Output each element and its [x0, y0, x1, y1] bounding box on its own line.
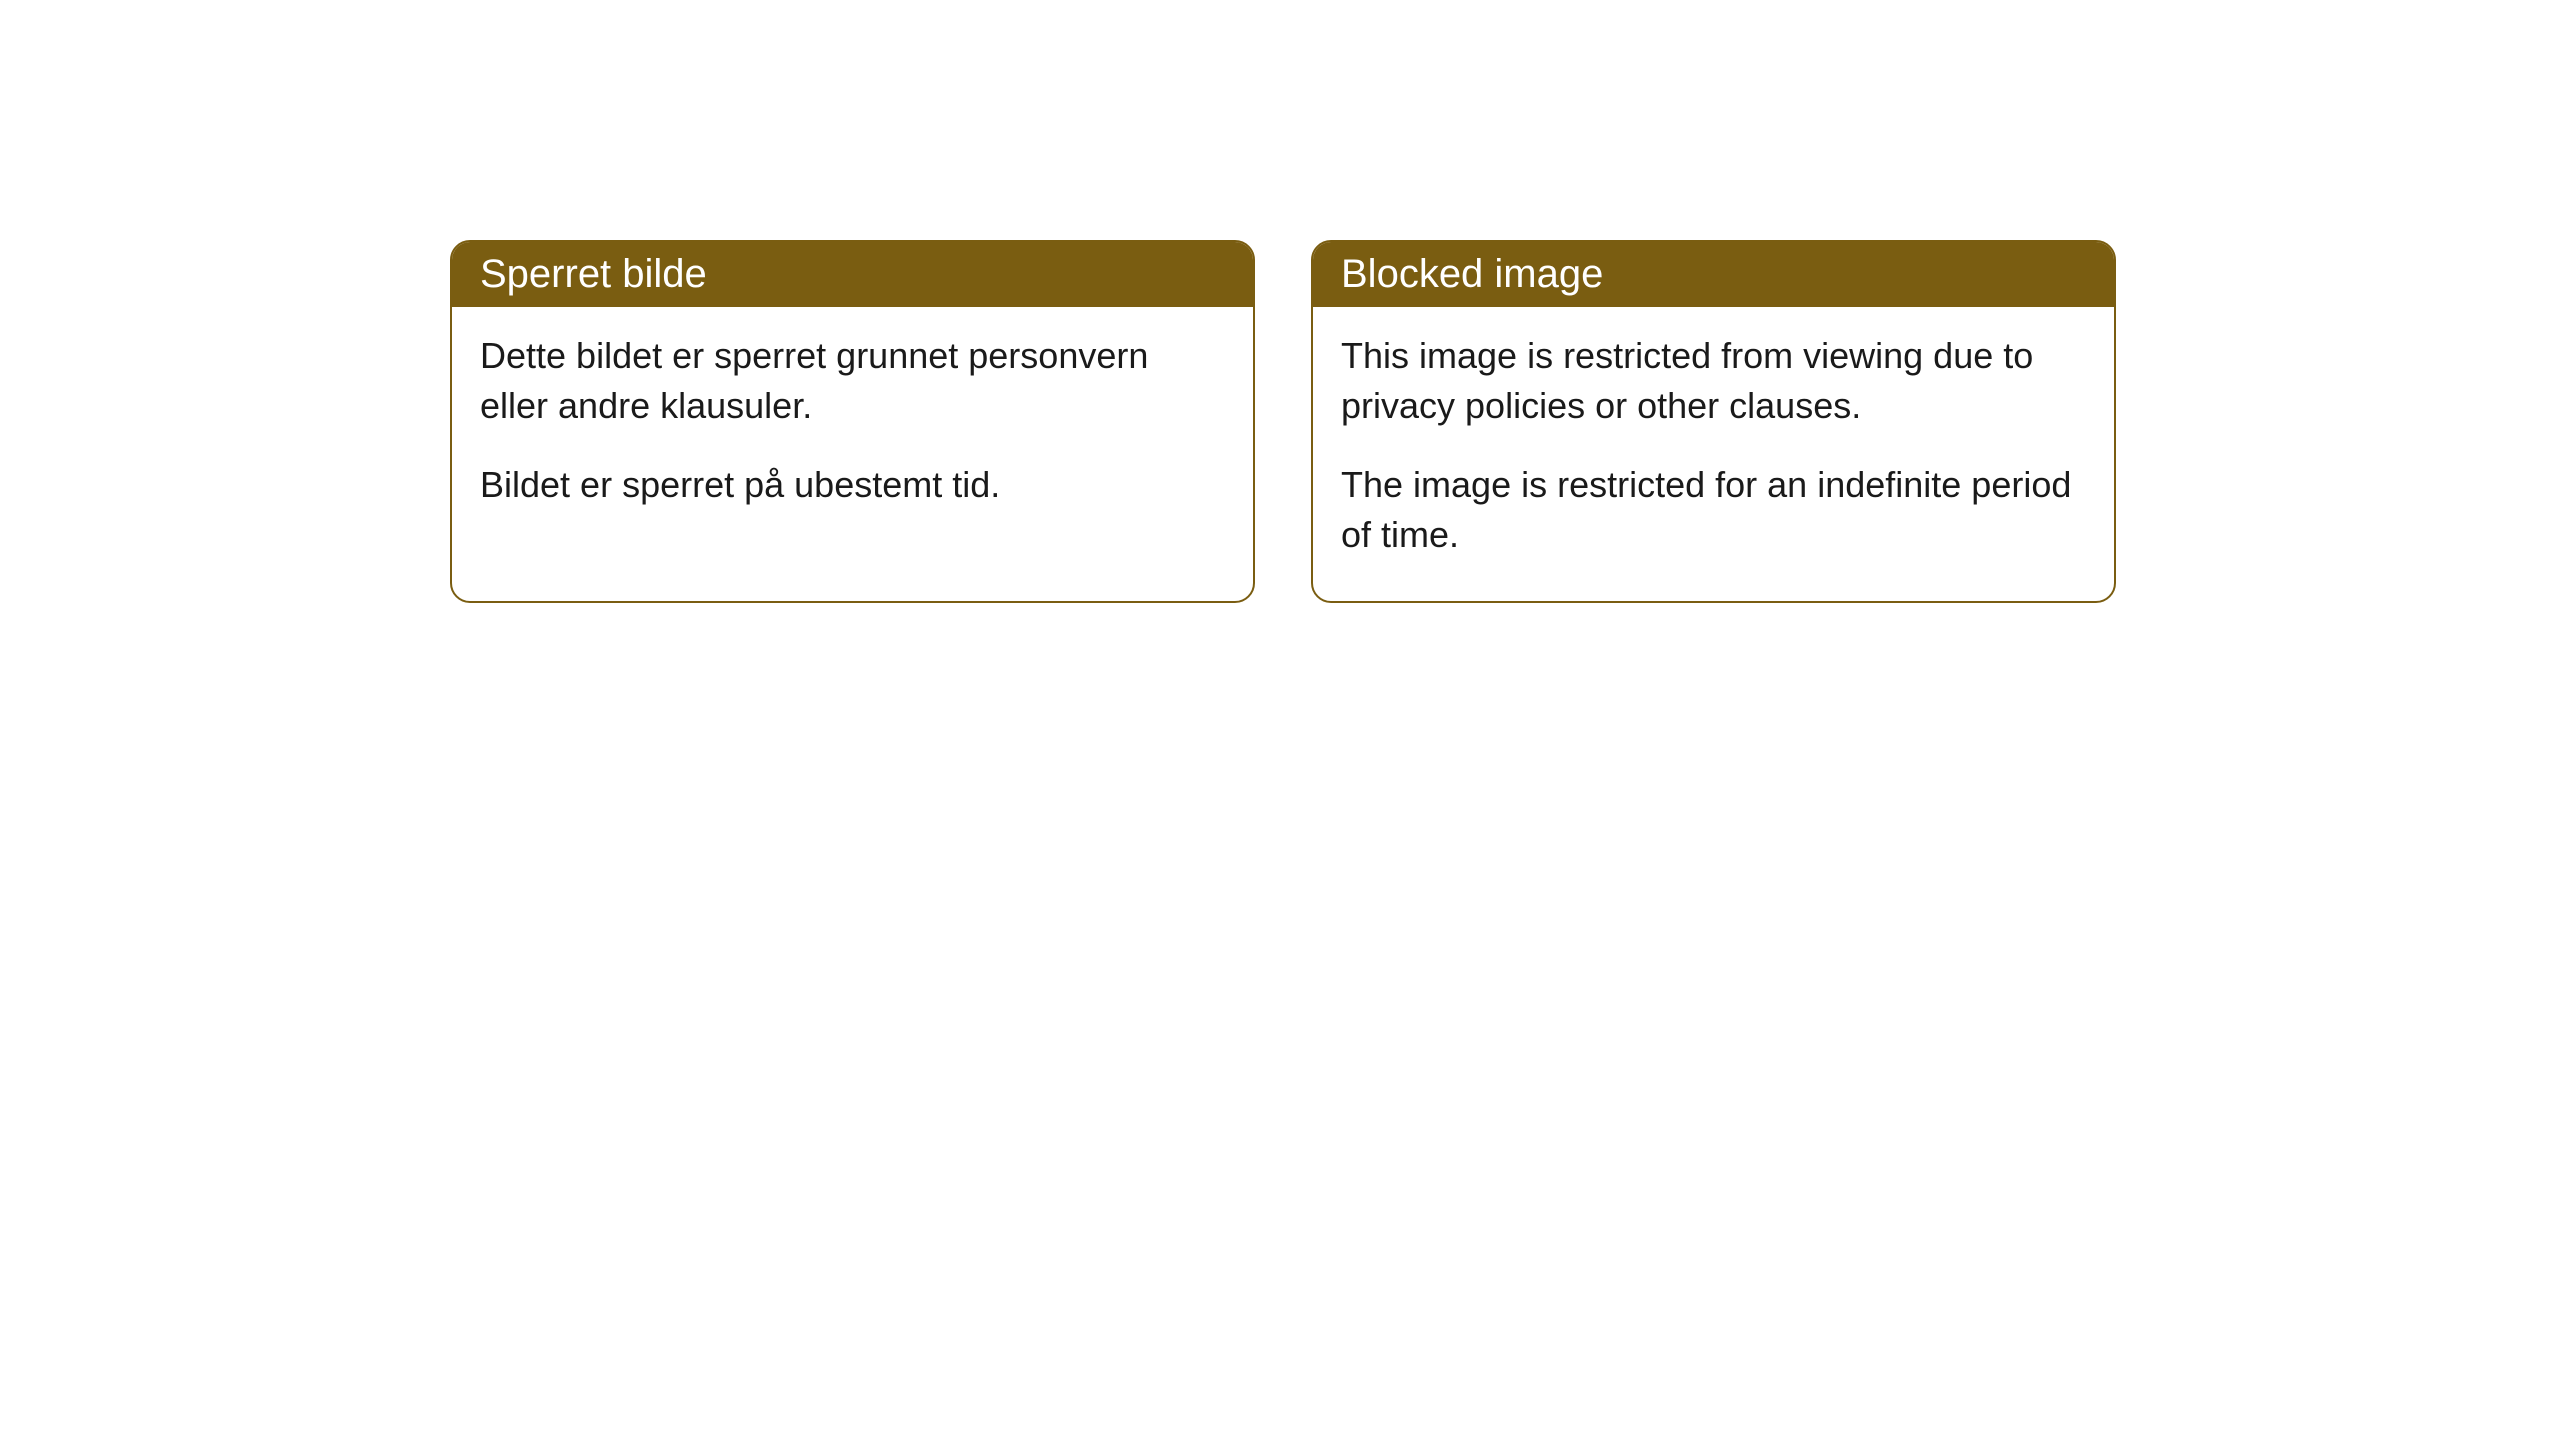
- notice-cards-container: Sperret bilde Dette bildet er sperret gr…: [450, 240, 2560, 603]
- card-header-norwegian: Sperret bilde: [452, 242, 1253, 307]
- card-header-english: Blocked image: [1313, 242, 2114, 307]
- card-body-english: This image is restricted from viewing du…: [1313, 307, 2114, 601]
- card-title: Sperret bilde: [480, 252, 707, 296]
- notice-card-norwegian: Sperret bilde Dette bildet er sperret gr…: [450, 240, 1255, 603]
- card-paragraph: The image is restricted for an indefinit…: [1341, 460, 2086, 561]
- notice-card-english: Blocked image This image is restricted f…: [1311, 240, 2116, 603]
- card-paragraph: This image is restricted from viewing du…: [1341, 331, 2086, 432]
- card-paragraph: Bildet er sperret på ubestemt tid.: [480, 460, 1225, 510]
- card-title: Blocked image: [1341, 252, 1603, 296]
- card-paragraph: Dette bildet er sperret grunnet personve…: [480, 331, 1225, 432]
- card-body-norwegian: Dette bildet er sperret grunnet personve…: [452, 307, 1253, 550]
